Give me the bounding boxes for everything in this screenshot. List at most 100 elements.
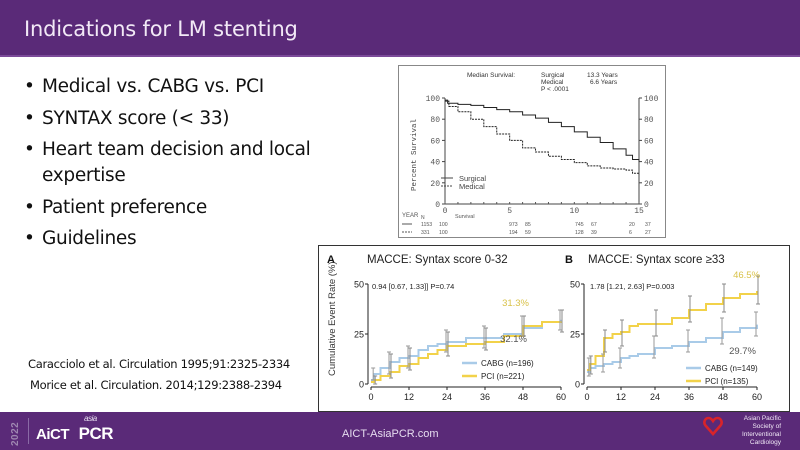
x-tick-label: 0 [584,392,589,402]
slide-title-bar: Indications for LM stenting [0,0,800,57]
risk-cell: 85 [525,222,531,228]
annotation-row-value: 13.3 Years [587,72,618,79]
legend-label: PCI (n=221) [481,372,525,381]
y-tick-label: 0 [575,380,580,390]
risk-cell: 973 [509,222,518,228]
risk-header-survival: Survival [455,214,475,220]
annotation-row-name: Surgical [541,72,565,79]
y-tick-label: 25 [354,330,364,340]
annotation-row-name: Medical [541,79,564,86]
panel-letter: B [565,254,573,266]
x-tick-label: 12 [404,392,414,402]
reference-item: Morice et al. Circulation. 2014;129:2388… [30,378,282,392]
annotation-pvalue: P < .0001 [541,86,569,93]
logo-asia: asia [84,414,97,423]
y-tick-label-right: 60 [644,137,654,146]
pci-end-label: 46.5% [733,270,760,281]
stat-annotation: 0.94 [0.67, 1.33]] P=0.74 [372,282,454,291]
y-tick-label-right: 80 [644,116,654,125]
x-tick-label: 48 [718,392,728,402]
bullet-item: Guidelines [24,226,324,252]
apsic-society-name: Asian Pacific Society of Interventional … [719,415,781,447]
panel-title: MACCE: Syntax score ≥33 [588,254,725,266]
x-tick-label: 24 [442,392,452,402]
risk-cell: 100 [439,222,448,228]
society-line: Cardiology [749,439,781,446]
x-tick-label: 15 [634,207,644,216]
risk-cell: 27 [645,230,651,236]
y-tick-label: 20 [430,180,440,189]
y-tick-label: 40 [430,159,440,168]
bullet-item: Medical vs. CABG vs. PCI [24,74,324,100]
survival-chart: Median Survival: Surgical 13.3 Years Med… [402,72,659,236]
footer-website: AICT-AsiaPCR.com [342,428,439,440]
risk-cell: 194 [509,230,518,236]
stat-annotation: 1.78 [1.21, 2.63] P=0.003 [590,282,674,291]
references: Caracciolo et al. Circulation 1995;91:23… [28,354,290,396]
y-axis-label: Cumulative Event Rate (%) [327,261,338,376]
panel-letter: A [327,254,335,266]
slide-title: Indications for LM stenting [24,17,298,41]
x-tick-label: 36 [480,392,490,402]
macce-chart: A MACCE: Syntax score 0-32 Cumulative Ev… [327,254,762,402]
series-medical [445,100,640,175]
risk-cell: 59 [525,230,531,236]
society-line: Asian Pacific [743,415,781,422]
y-tick-label: 50 [354,280,364,290]
cabg-end-label: 29.7% [729,346,756,357]
y-tick-label: 25 [570,330,580,340]
x-tick-label: 0 [368,392,373,402]
society-line: Interventional [741,431,781,438]
risk-cell: 6 [629,230,632,236]
risk-cell: 20 [629,222,635,228]
footer-year: 2022 [10,421,21,446]
x-tick-label: 0 [443,207,448,216]
x-tick-label: 10 [570,207,580,216]
bullet-list: Medical vs. CABG vs. PCI SYNTAX score (<… [24,74,324,258]
y-tick-label-right: 40 [644,159,654,168]
risk-cell: 100 [439,230,448,236]
society-line: Society of [752,423,781,430]
y-tick-label: 60 [430,137,440,146]
risk-cell: 331 [421,230,430,236]
risk-cell: 67 [591,222,597,228]
legend-label: Medical [459,182,485,191]
risk-cell: 39 [591,230,597,236]
risk-cell: 1153 [421,222,432,228]
series-pci [587,291,758,371]
bullet-item: SYNTAX score (< 33) [24,106,324,132]
risk-cell: 37 [645,222,651,228]
x-tick-label: 60 [556,392,566,402]
y-tick-label: 80 [430,116,440,125]
risk-header-n: N [421,215,425,221]
bullet-item: Heart team decision and local expertise [24,137,324,189]
bullet-item: Patient preference [24,195,324,221]
legend-label: CABG (n=196) [481,359,534,368]
heart-logo-icon [703,416,723,436]
y-tick-label: 0 [359,380,364,390]
legend-label: PCI (n=135) [705,377,749,386]
survival-figure: Median Survival: Surgical 13.3 Years Med… [398,65,666,238]
y-tick-label: 50 [570,280,580,290]
x-tick-label: 60 [752,392,762,402]
x-tick-label: 36 [684,392,694,402]
legend-label: CABG (n=149) [705,364,758,373]
footer-divider [28,418,29,444]
y-axis-label: Percent Survival [411,118,419,191]
y-tick-label: 100 [426,95,441,104]
annotation-row-value: 6.6 Years [590,79,618,86]
y-tick-label-right: 0 [644,201,649,210]
series-cabg [587,324,758,373]
x-axis-label: YEAR [402,213,419,219]
x-tick-label: 24 [650,392,660,402]
y-tick-label-right: 20 [644,180,654,189]
y-tick-label: 0 [435,201,440,210]
y-tick-label-right: 100 [644,95,659,104]
x-tick-label: 48 [518,392,528,402]
panel-title: MACCE: Syntax score 0-32 [367,254,508,266]
reference-item: Caracciolo et al. Circulation 1995;91:23… [28,357,290,371]
cabg-end-label: 32.1% [500,334,527,345]
x-tick-label: 5 [507,207,512,216]
logo-pcr: PCR [78,424,114,443]
x-tick-label: 12 [616,392,626,402]
